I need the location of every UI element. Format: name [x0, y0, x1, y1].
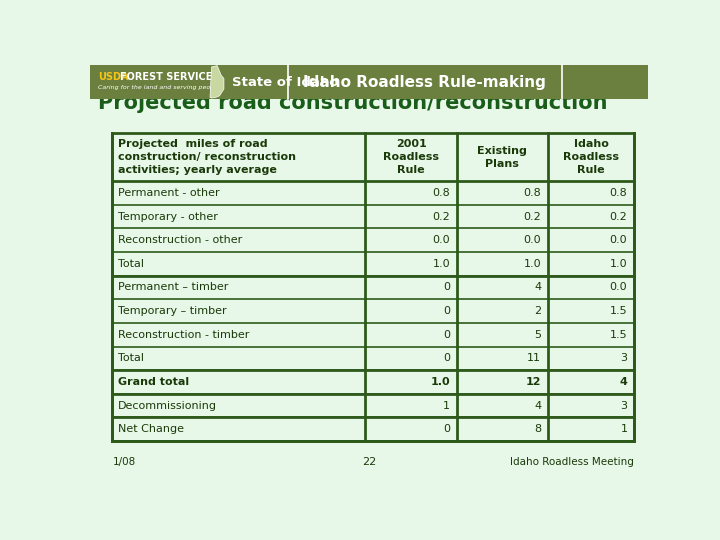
Text: Total: Total — [118, 353, 144, 363]
Text: 12: 12 — [526, 377, 541, 387]
Text: Temporary - other: Temporary - other — [118, 212, 217, 221]
Text: 1.0: 1.0 — [523, 259, 541, 269]
Text: 1: 1 — [443, 401, 450, 410]
Text: 1.0: 1.0 — [431, 377, 450, 387]
Bar — [90, 65, 648, 99]
Text: 0: 0 — [443, 353, 450, 363]
Text: 0.2: 0.2 — [432, 212, 450, 221]
Text: 11: 11 — [527, 353, 541, 363]
Text: 0.8: 0.8 — [523, 188, 541, 198]
Text: 0.2: 0.2 — [610, 212, 627, 221]
Text: Decommissioning: Decommissioning — [118, 401, 217, 410]
Text: 3: 3 — [621, 353, 627, 363]
Text: 22: 22 — [362, 457, 376, 467]
Text: 2: 2 — [534, 306, 541, 316]
Text: Permanent – timber: Permanent – timber — [118, 282, 228, 293]
Text: 4: 4 — [534, 401, 541, 410]
Text: USDA: USDA — [99, 72, 129, 82]
Text: 1.5: 1.5 — [610, 330, 627, 340]
Polygon shape — [210, 66, 224, 98]
Bar — [112, 133, 634, 441]
Text: 4: 4 — [534, 282, 541, 293]
Text: 0: 0 — [443, 282, 450, 293]
Text: 0.0: 0.0 — [432, 235, 450, 245]
Text: 1.0: 1.0 — [610, 259, 627, 269]
Text: 2001
Roadless
Rule: 2001 Roadless Rule — [383, 139, 439, 176]
Text: Grand total: Grand total — [118, 377, 189, 387]
Text: 0.8: 0.8 — [610, 188, 627, 198]
Text: 0: 0 — [443, 424, 450, 434]
Text: 1.0: 1.0 — [432, 259, 450, 269]
Text: Caring for the land and serving people: Caring for the land and serving people — [99, 85, 220, 90]
Text: 0: 0 — [443, 330, 450, 340]
Text: 0.0: 0.0 — [523, 235, 541, 245]
Text: Projected  miles of road
construction/ reconstruction
activities; yearly average: Projected miles of road construction/ re… — [118, 139, 296, 176]
Text: Idaho
Roadless
Rule: Idaho Roadless Rule — [563, 139, 619, 176]
Text: State of Idaho: State of Idaho — [233, 76, 339, 89]
Text: 1.5: 1.5 — [610, 306, 627, 316]
Text: 0: 0 — [443, 306, 450, 316]
Text: Reconstruction - other: Reconstruction - other — [118, 235, 242, 245]
Text: 0.2: 0.2 — [523, 212, 541, 221]
Text: Net Change: Net Change — [118, 424, 184, 434]
Text: 3: 3 — [621, 401, 627, 410]
Text: Projected road construction/reconstruction: Projected road construction/reconstructi… — [99, 93, 608, 113]
Text: 0.8: 0.8 — [432, 188, 450, 198]
Text: Reconstruction - timber: Reconstruction - timber — [118, 330, 249, 340]
Text: Idaho Roadless Rule-making: Idaho Roadless Rule-making — [303, 75, 546, 90]
Text: 1: 1 — [621, 424, 627, 434]
Text: 0.0: 0.0 — [610, 235, 627, 245]
Text: 4: 4 — [619, 377, 627, 387]
Text: 0.0: 0.0 — [610, 282, 627, 293]
Text: 5: 5 — [534, 330, 541, 340]
Text: FOREST SERVICE: FOREST SERVICE — [120, 72, 212, 82]
Text: Idaho Roadless Meeting: Idaho Roadless Meeting — [510, 457, 634, 467]
Text: Permanent - other: Permanent - other — [118, 188, 220, 198]
Text: 1/08: 1/08 — [112, 457, 135, 467]
Text: Existing
Plans: Existing Plans — [477, 146, 527, 169]
Text: Total: Total — [118, 259, 144, 269]
Text: 8: 8 — [534, 424, 541, 434]
Text: Temporary – timber: Temporary – timber — [118, 306, 227, 316]
